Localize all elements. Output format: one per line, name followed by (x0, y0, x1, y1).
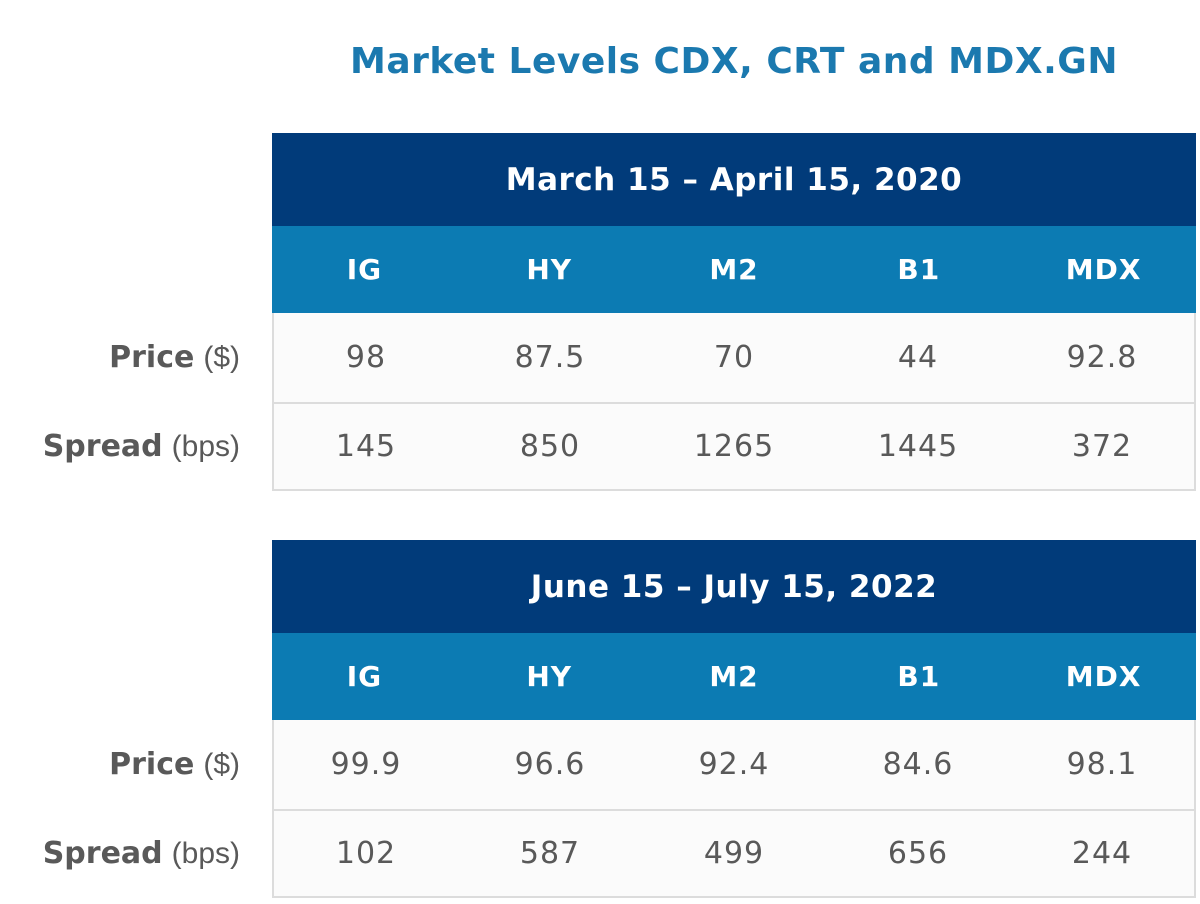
price-label: Price (109, 747, 195, 782)
data-cell: 92.4 (698, 747, 770, 782)
column-header-mdx: MDX (1065, 660, 1142, 693)
data-cell: 84.6 (882, 747, 954, 782)
data-cell: 98.1 (1066, 747, 1138, 782)
data-cell: 587 (519, 836, 581, 871)
data-cell: 1445 (877, 429, 959, 464)
spread-data-strip: 102 587 499 656 244 (272, 809, 1196, 898)
data-cell: 102 (335, 836, 397, 871)
data-cell: 372 (1071, 429, 1133, 464)
data-cell: 145 (335, 429, 397, 464)
spread-unit: (bps) (171, 429, 240, 463)
table-2022-period: June 15 – July 15, 2022 IG HY M2 B1 MDX … (0, 540, 1196, 898)
column-header-hy: HY (526, 660, 573, 693)
column-header-m2: M2 (709, 660, 759, 693)
spread-unit: (bps) (171, 836, 240, 870)
spread-row: Spread (bps) 102 587 499 656 244 (0, 809, 1196, 898)
column-header-hy: HY (526, 253, 573, 286)
price-data-strip: 99.9 96.6 92.4 84.6 98.1 (272, 720, 1196, 809)
data-cell: 499 (703, 836, 765, 871)
data-cell: 98 (345, 340, 387, 375)
column-header-ig: IG (346, 253, 383, 286)
spread-data-strip: 145 850 1265 1445 372 (272, 402, 1196, 491)
data-cell: 96.6 (514, 747, 586, 782)
column-header-b1: B1 (897, 253, 941, 286)
column-header-b1: B1 (897, 660, 941, 693)
column-header-m2: M2 (709, 253, 759, 286)
price-label: Price (109, 340, 195, 375)
period-header: June 15 – July 15, 2022 (272, 540, 1196, 633)
column-header-row: IG HY M2 B1 MDX (272, 633, 1196, 720)
price-data-strip: 98 87.5 70 44 92.8 (272, 313, 1196, 402)
price-row-label: Price ($) (0, 313, 272, 402)
spread-label: Spread (42, 836, 163, 871)
period-header: March 15 – April 15, 2020 (272, 133, 1196, 226)
spread-row: Spread (bps) 145 850 1265 1445 372 (0, 402, 1196, 491)
spread-row-label: Spread (bps) (0, 402, 272, 491)
data-cell: 99.9 (330, 747, 402, 782)
price-row: Price ($) 98 87.5 70 44 92.8 (0, 313, 1196, 402)
spread-row-label: Spread (bps) (0, 809, 272, 898)
data-cell: 44 (897, 340, 939, 375)
data-cell: 244 (1071, 836, 1133, 871)
price-unit: ($) (203, 340, 240, 374)
page-title: Market Levels CDX, CRT and MDX.GN (350, 41, 1118, 82)
data-cell: 850 (519, 429, 581, 464)
price-unit: ($) (203, 747, 240, 781)
data-cell: 1265 (693, 429, 775, 464)
column-header-mdx: MDX (1065, 253, 1142, 286)
spread-label: Spread (42, 429, 163, 464)
table-2020-period: March 15 – April 15, 2020 IG HY M2 B1 MD… (0, 133, 1196, 491)
price-row-label: Price ($) (0, 720, 272, 809)
price-row: Price ($) 99.9 96.6 92.4 84.6 98.1 (0, 720, 1196, 809)
column-header-row: IG HY M2 B1 MDX (272, 226, 1196, 313)
data-cell: 92.8 (1066, 340, 1138, 375)
data-cell: 87.5 (514, 340, 586, 375)
data-cell: 656 (887, 836, 949, 871)
column-header-ig: IG (346, 660, 383, 693)
data-cell: 70 (713, 340, 755, 375)
